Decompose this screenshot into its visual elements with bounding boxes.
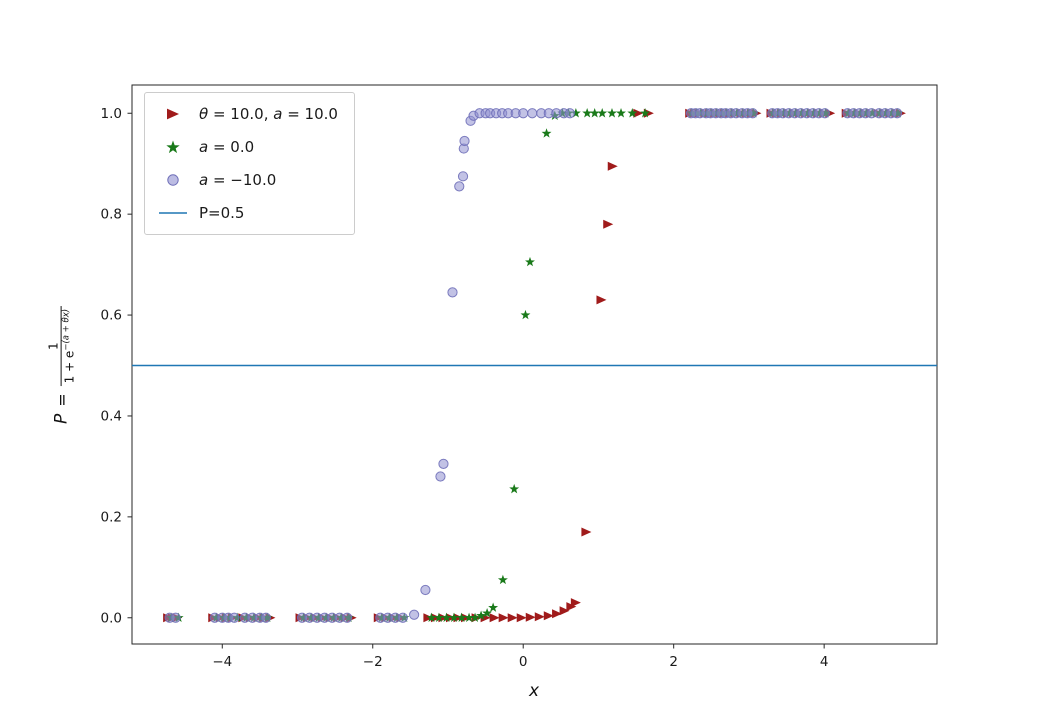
scatter-point-star <box>640 108 651 118</box>
scatter-point-triangle <box>596 295 607 305</box>
scatter-point-star <box>509 483 520 494</box>
scatter-point-triangle <box>607 161 618 171</box>
scatter-point-star <box>497 574 508 585</box>
legend-item: θ = 10.0, a = 10.0 <box>156 102 338 126</box>
y-tick-label: 1.0 <box>101 106 122 122</box>
scatter-point-triangle <box>570 598 581 608</box>
scatter-point-star <box>570 108 581 118</box>
legend-triangle-right-icon <box>156 105 190 123</box>
fraction-denominator-exponent: −(a + θx) <box>62 308 72 351</box>
scatter-point-circle <box>819 108 831 119</box>
y-axis-label-fraction: 1 1 + e−(a + θx) <box>46 305 78 387</box>
scatter-point-circle <box>564 108 575 119</box>
scatter-point-triangle <box>534 612 545 622</box>
scatter-point-star <box>597 108 608 118</box>
scatter-point-triangle <box>489 613 500 623</box>
scatter-point-star <box>520 309 531 320</box>
scatter-point-circle <box>438 458 449 469</box>
scatter-point-star <box>470 612 481 622</box>
scatter-point-circle <box>342 612 353 623</box>
scatter-point-circle <box>454 181 465 192</box>
scatter-point-circle <box>260 612 272 623</box>
scatter-point-triangle <box>581 527 592 537</box>
scatter-point-triangle <box>507 613 518 623</box>
legend-star-icon <box>156 138 190 156</box>
scatter-point-circle <box>420 584 431 596</box>
legend-line-icon <box>156 204 190 222</box>
scatter-point-circle <box>892 108 903 119</box>
scatter-point-circle <box>518 108 529 119</box>
scatter-point-star <box>607 108 617 118</box>
y-tick-label: 0.6 <box>101 308 122 324</box>
legend-item: P=0.5 <box>156 201 338 225</box>
legend-item-label: P=0.5 <box>199 204 245 222</box>
scatter-point-star <box>449 612 459 622</box>
legend-item-label: a = 0.0 <box>199 138 255 156</box>
scatter-point-triangle <box>552 609 563 619</box>
scatter-point-circle <box>170 612 181 623</box>
legend-circle-icon <box>156 171 190 189</box>
x-tick-label: −2 <box>363 654 383 670</box>
legend-item-label: a = −10.0 <box>199 171 277 189</box>
scatter-point-star <box>482 608 493 618</box>
x-tick-label: 0 <box>519 654 528 670</box>
scatter-point-triangle <box>559 606 570 616</box>
scatter-point-star <box>589 108 600 118</box>
scatter-point-star <box>456 612 467 622</box>
scatter-point-circle <box>747 108 758 119</box>
scatter-point-triangle <box>603 219 614 229</box>
scatter-point-star <box>582 108 593 118</box>
scatter-point-star <box>441 612 452 622</box>
y-axis-label-equals: = <box>52 393 72 407</box>
y-axis-label-variable: P <box>52 413 72 425</box>
legend-item: a = 0.0 <box>156 135 338 159</box>
scatter-point-circle <box>435 471 446 482</box>
y-tick-label: 0.4 <box>101 408 122 424</box>
scatter-point-triangle <box>423 613 434 623</box>
scatter-point-circle <box>459 135 470 147</box>
scatter-point-star <box>541 128 552 138</box>
x-axis-label: x <box>528 681 540 701</box>
scatter-point-circle <box>447 287 458 298</box>
scatter-point-triangle <box>543 611 554 621</box>
scatter-point-star <box>627 108 638 118</box>
scatter-point-triangle <box>525 612 536 622</box>
legend-item: a = −10.0 <box>156 168 338 192</box>
scatter-point-star <box>616 108 626 118</box>
scatter-point-triangle <box>516 613 527 623</box>
fraction-denominator-base: 1 + e <box>63 350 77 384</box>
y-tick-label: 0.0 <box>101 610 122 626</box>
y-axis-label: P = 1 1 + e−(a + θx) <box>46 305 78 425</box>
scatter-point-triangle <box>498 613 509 623</box>
x-tick-label: −4 <box>212 654 232 670</box>
x-tick-label: 2 <box>669 654 678 670</box>
fraction-denominator: 1 + e−(a + θx) <box>61 305 78 387</box>
y-tick-label: 0.2 <box>101 509 122 525</box>
scatter-point-triangle <box>633 108 644 118</box>
scatter-point-circle <box>457 171 469 182</box>
legend-item-label: θ = 10.0, a = 10.0 <box>199 105 338 123</box>
scatter-point-star <box>476 610 487 620</box>
scatter-point-star <box>525 256 535 267</box>
legend: θ = 10.0, a = 10.0 a = 0.0 a = −10.0 P=0.5 <box>144 92 355 235</box>
scatter-point-circle <box>397 612 408 623</box>
scatter-point-circle <box>229 612 240 623</box>
scatter-point-star <box>426 612 437 622</box>
scatter-point-star <box>464 612 474 622</box>
scatter-point-circle <box>409 609 420 620</box>
x-tick-label: 4 <box>820 654 829 670</box>
scatter-point-star <box>434 612 444 622</box>
fraction-numerator: 1 <box>46 342 61 350</box>
y-tick-label: 0.8 <box>101 207 122 223</box>
scatter-point-circle <box>527 108 538 119</box>
scatter-point-star <box>488 602 499 612</box>
axes-spines <box>131 84 938 645</box>
